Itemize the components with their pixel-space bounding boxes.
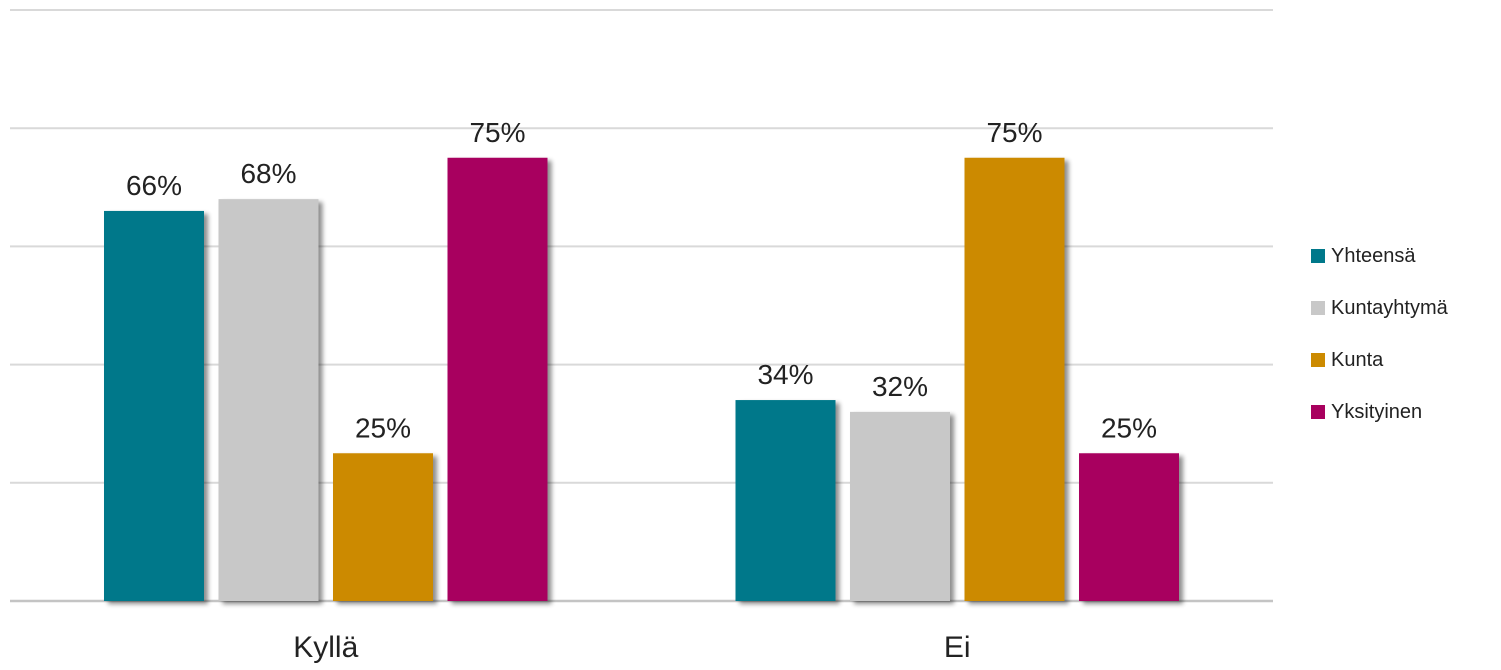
legend-item: Kunta: [1311, 347, 1448, 373]
data-label: 66%: [126, 170, 182, 201]
data-label: 34%: [757, 359, 813, 390]
data-label: 75%: [986, 117, 1042, 148]
data-label: 68%: [240, 158, 296, 189]
legend-swatch: [1311, 353, 1325, 367]
bar: [333, 453, 433, 601]
category-labels: Kyllä Ei: [293, 631, 970, 664]
data-label: 25%: [355, 412, 411, 443]
value-labels: 66% 68% 25% 75% 34% 32% 75% 25%: [126, 117, 1157, 444]
bar: [1079, 453, 1179, 601]
legend-swatch: [1311, 405, 1325, 419]
legend-swatch: [1311, 249, 1325, 263]
data-label: 75%: [469, 117, 525, 148]
data-label: 25%: [1101, 412, 1157, 443]
legend-label: Yhteensä: [1331, 244, 1416, 267]
legend: Yhteensä Kuntayhtymä Kunta Yksityinen: [1311, 243, 1448, 451]
bar: [850, 411, 950, 601]
legend-label: Yksityinen: [1331, 400, 1423, 423]
bar: [104, 210, 204, 601]
data-label: 32%: [872, 371, 928, 402]
bar: [964, 157, 1065, 601]
legend-label: Kuntayhtymä: [1331, 296, 1448, 319]
legend-item: Yhteensä: [1311, 243, 1448, 269]
legend-item: Kuntayhtymä: [1311, 295, 1448, 321]
x-tick-label: Ei: [944, 631, 971, 664]
legend-swatch: [1311, 301, 1325, 315]
x-tick-label: Kyllä: [293, 631, 358, 664]
bar: [447, 157, 548, 601]
bar: [218, 199, 319, 601]
legend-item: Yksityinen: [1311, 399, 1448, 425]
bar: [735, 400, 836, 601]
legend-label: Kunta: [1331, 348, 1384, 371]
bars: [104, 157, 1179, 601]
